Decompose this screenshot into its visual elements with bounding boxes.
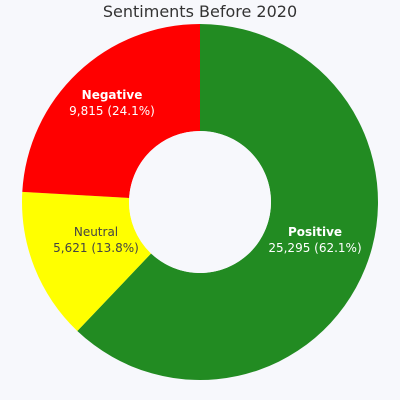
slice-name-neutral: Neutral [74,225,118,239]
slice-value-neutral: 5,621 (13.8%) [53,241,139,255]
slice-label-negative: Negative 9,815 (24.1%) [69,88,155,118]
slice-label-positive: Positive 25,295 (62.1%) [268,225,361,255]
slice-value-negative: 9,815 (24.1%) [69,104,155,118]
slice-label-neutral: Neutral 5,621 (13.8%) [53,225,139,255]
slices-group [21,24,379,380]
chart-title: Sentiments Before 2020 [103,2,297,21]
slice-negative[interactable] [22,24,200,198]
slice-value-positive: 25,295 (62.1%) [268,241,361,255]
donut-hole [129,131,271,273]
slice-neutral[interactable] [21,191,152,331]
slice-name-positive: Positive [288,225,342,239]
slice-positive[interactable] [77,24,379,380]
labels-group: Positive 25,295 (62.1%) Neutral 5,621 (13.8… [53,88,361,255]
slice-name-negative: Negative [82,88,143,102]
